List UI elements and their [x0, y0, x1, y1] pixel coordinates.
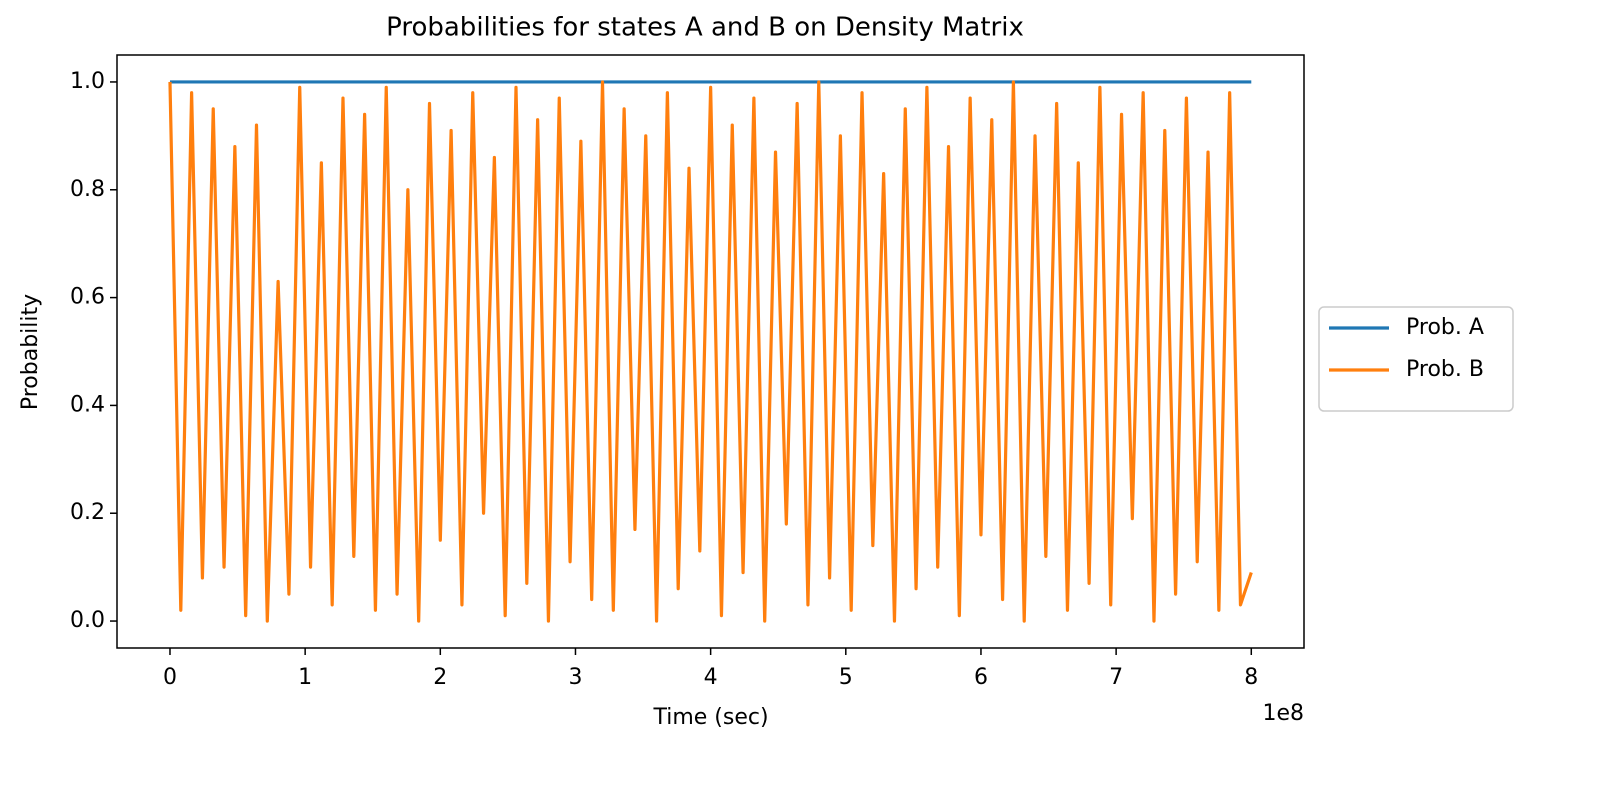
legend-box [1318, 306, 1514, 412]
legend-label: Prob. A [1406, 315, 1484, 340]
legend-label: Prob. B [1406, 357, 1484, 382]
x-tick-label: 6 [974, 665, 988, 690]
y-tick-label: 0.6 [70, 285, 105, 310]
y-tick-label: 0.8 [70, 177, 105, 202]
x-offset-label: 1e8 [1262, 701, 1304, 726]
x-tick-label: 0 [163, 665, 177, 690]
x-tick-label: 2 [433, 665, 447, 690]
chart-title: Probabilities for states A and B on Dens… [386, 13, 1024, 43]
x-tick-label: 3 [568, 665, 582, 690]
x-tick-label: 7 [1109, 665, 1123, 690]
y-tick-label: 0.2 [70, 500, 105, 525]
x-tick-label: 8 [1244, 665, 1258, 690]
y-tick-label: 1.0 [70, 69, 105, 94]
y-tick-label: 0.4 [70, 392, 105, 417]
y-axis-label: Probability [18, 294, 43, 410]
x-tick-label: 4 [704, 665, 718, 690]
x-axis-label: Time (sec) [652, 705, 768, 730]
series-line [168, 80, 1253, 623]
y-tick-label: 0.0 [70, 608, 105, 633]
x-tick-label: 5 [839, 665, 853, 690]
x-tick-label: 1 [298, 665, 312, 690]
plot-frame [116, 54, 1305, 649]
